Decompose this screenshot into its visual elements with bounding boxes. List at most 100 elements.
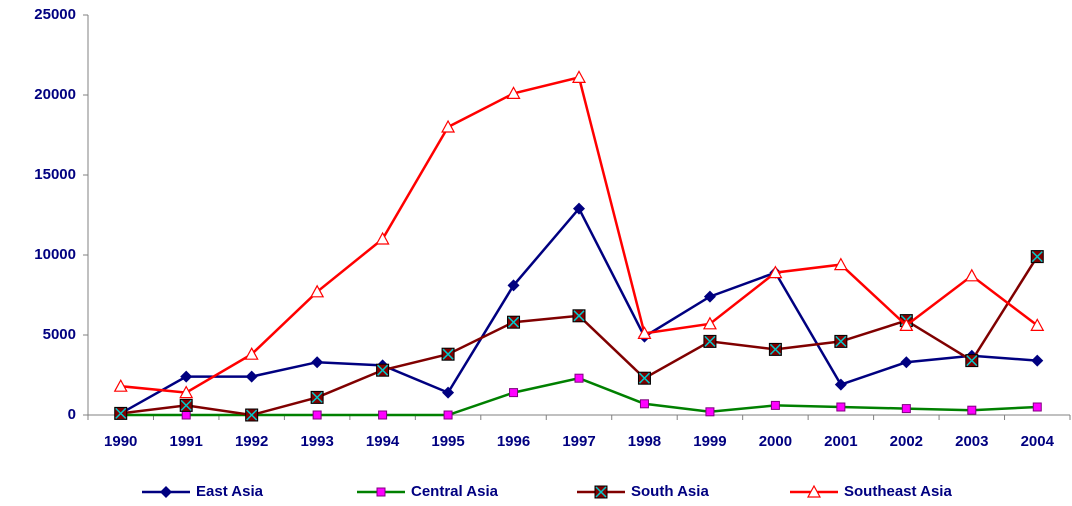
marker xyxy=(1032,402,1042,412)
marker-part xyxy=(377,364,389,376)
y-tick-label: 0 xyxy=(68,406,76,423)
marker-part xyxy=(115,407,127,419)
marker-part xyxy=(595,486,607,498)
y-tick-label: 25000 xyxy=(34,6,76,23)
marker xyxy=(836,402,846,412)
marker xyxy=(179,385,194,399)
marker xyxy=(1030,318,1045,331)
marker-part xyxy=(638,372,650,384)
x-tick-label: 1996 xyxy=(497,433,530,450)
marker xyxy=(967,405,977,415)
marker xyxy=(114,406,128,420)
marker-part xyxy=(1031,251,1043,263)
marker xyxy=(509,388,519,398)
marker-part xyxy=(311,391,323,403)
marker xyxy=(834,334,848,348)
series-line xyxy=(120,75,1039,394)
marker xyxy=(312,410,322,420)
marker xyxy=(639,399,649,409)
x-tick-label: 1992 xyxy=(235,433,268,450)
marker xyxy=(833,257,848,271)
marker-part xyxy=(835,335,847,347)
x-tick-label: 2002 xyxy=(890,433,923,450)
marker xyxy=(770,400,780,410)
marker-part xyxy=(769,343,781,355)
legend-label: East Asia xyxy=(196,483,264,500)
x-tick-label: 1994 xyxy=(366,433,400,450)
marker xyxy=(179,398,193,412)
marker-part xyxy=(508,316,520,328)
marker xyxy=(806,484,822,498)
marker xyxy=(899,318,914,331)
series-line xyxy=(120,255,1039,417)
marker xyxy=(181,410,191,420)
marker xyxy=(311,356,324,369)
y-tick-label: 15000 xyxy=(34,166,76,183)
marker-part xyxy=(966,355,978,367)
x-tick-label: 1999 xyxy=(693,433,726,450)
marker xyxy=(441,347,455,361)
marker xyxy=(1031,354,1044,367)
marker xyxy=(507,315,521,329)
marker xyxy=(442,386,455,399)
marker xyxy=(768,265,783,279)
marker xyxy=(703,334,717,348)
marker xyxy=(441,119,456,133)
marker xyxy=(310,390,324,404)
x-tick-label: 1998 xyxy=(628,433,661,450)
x-tick-label: 2000 xyxy=(759,433,792,450)
marker-part xyxy=(246,409,258,421)
marker xyxy=(443,410,453,420)
marker xyxy=(574,373,584,383)
x-tick-label: 1997 xyxy=(562,433,595,450)
x-tick-label: 2001 xyxy=(824,433,857,450)
marker xyxy=(506,86,521,100)
marker xyxy=(573,202,585,215)
marker xyxy=(702,316,717,330)
x-tick-label: 2004 xyxy=(1021,433,1055,450)
marker xyxy=(113,378,128,392)
marker xyxy=(376,363,390,377)
y-tick-label: 5000 xyxy=(43,326,76,343)
x-tick-label: 1990 xyxy=(104,433,137,450)
marker xyxy=(160,486,172,498)
marker xyxy=(705,407,715,417)
marker xyxy=(1030,250,1044,264)
x-tick-label: 1991 xyxy=(170,433,203,450)
marker xyxy=(310,284,325,298)
x-tick-label: 1993 xyxy=(300,433,333,450)
marker xyxy=(964,268,979,282)
marker xyxy=(376,487,386,497)
y-tick-label: 20000 xyxy=(34,86,76,103)
marker xyxy=(901,404,911,414)
marker xyxy=(965,354,979,368)
x-tick-label: 2003 xyxy=(955,433,988,450)
marker xyxy=(637,326,652,339)
legend-label: Central Asia xyxy=(411,483,499,500)
marker xyxy=(572,309,586,323)
legend-label: South Asia xyxy=(631,483,709,500)
marker xyxy=(378,410,388,420)
marker xyxy=(900,356,913,369)
legend-label: Southeast Asia xyxy=(844,483,952,500)
marker xyxy=(768,342,782,356)
marker xyxy=(375,231,390,245)
marker xyxy=(245,408,259,422)
marker-part xyxy=(180,399,192,411)
marker xyxy=(244,346,259,360)
marker xyxy=(703,290,716,303)
marker xyxy=(507,279,520,292)
marker xyxy=(834,378,847,391)
x-tick-label: 1995 xyxy=(431,433,464,450)
marker-part xyxy=(573,310,585,322)
marker xyxy=(180,370,193,383)
marker xyxy=(245,370,258,383)
marker-part xyxy=(442,348,454,360)
marker xyxy=(637,371,651,385)
y-tick-label: 10000 xyxy=(34,246,76,263)
marker xyxy=(594,485,608,499)
marker xyxy=(571,70,587,84)
series-line xyxy=(120,376,1038,417)
marker-part xyxy=(704,335,716,347)
